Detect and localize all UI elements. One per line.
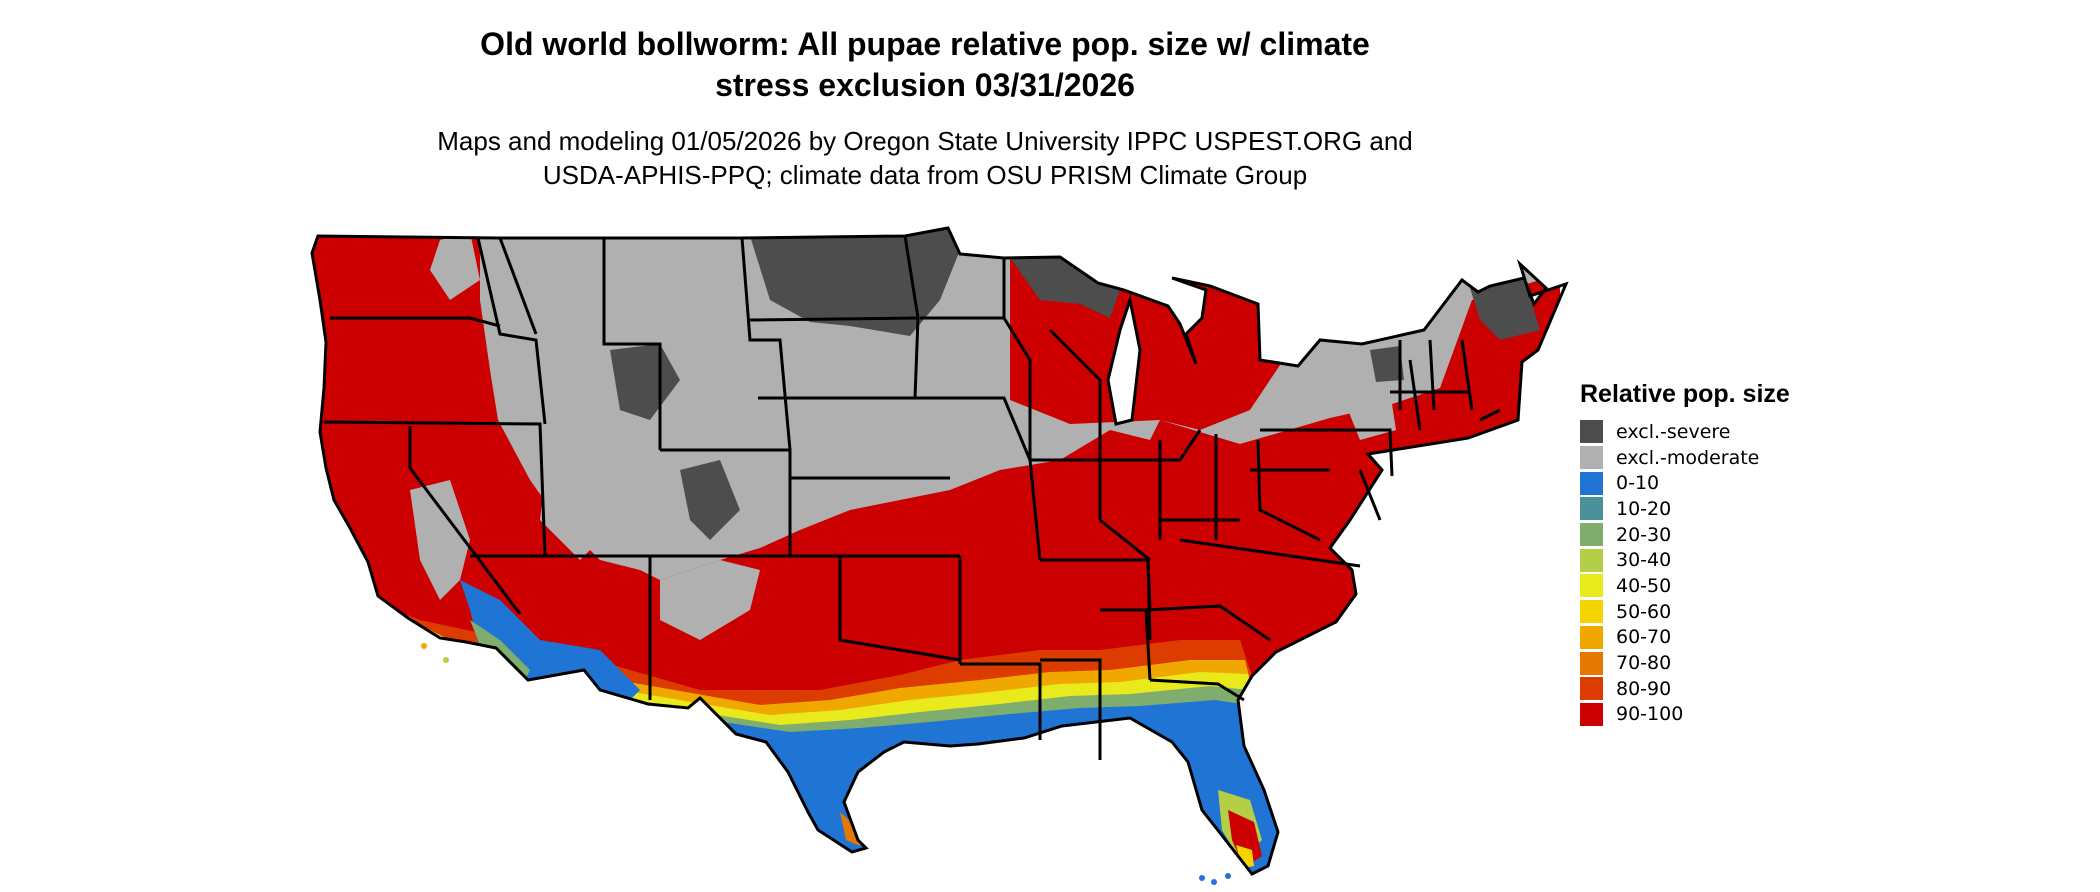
legend-swatch	[1580, 677, 1603, 701]
lake-michigan	[1106, 294, 1142, 426]
legend-items: excl.-severe excl.-moderate 0-10 10-20 20-30…	[1580, 419, 1790, 727]
legend-swatch	[1580, 548, 1603, 572]
legend-label: 60-70	[1616, 626, 1672, 649]
legend-swatch	[1580, 471, 1603, 495]
offshore-islands	[421, 643, 1231, 885]
legend-item: 70-80	[1580, 650, 1790, 676]
legend-swatch	[1580, 446, 1603, 470]
legend-label: 10-20	[1616, 497, 1672, 520]
map-title: Old world bollworm: All pupae relative p…	[300, 24, 1550, 106]
map-subtitle: Maps and modeling 01/05/2026 by Oregon S…	[300, 124, 1550, 192]
legend-item: 20-30	[1580, 522, 1790, 548]
legend-label: 40-50	[1616, 574, 1672, 597]
map-subtitle-line-1: Maps and modeling 01/05/2026 by Oregon S…	[437, 126, 1413, 156]
legend-item: 80-90	[1580, 676, 1790, 702]
legend-item: 60-70	[1580, 625, 1790, 651]
legend-label: 70-80	[1616, 652, 1672, 675]
legend-item: excl.-moderate	[1580, 445, 1790, 471]
legend-label: 90-100	[1616, 703, 1684, 726]
legend-swatch	[1580, 497, 1603, 521]
legend-swatch	[1580, 702, 1603, 726]
legend-label: 20-30	[1616, 523, 1672, 546]
legend-item: 30-40	[1580, 547, 1790, 573]
legend-item: 0-10	[1580, 470, 1790, 496]
legend-label: excl.-moderate	[1616, 446, 1760, 469]
legend-label: 50-60	[1616, 600, 1672, 623]
state-boundaries	[310, 226, 1569, 876]
legend-swatch	[1580, 574, 1603, 598]
legend-label: excl.-severe	[1616, 420, 1731, 443]
legend-swatch	[1580, 600, 1603, 624]
map-title-line-1: Old world bollworm: All pupae relative p…	[480, 26, 1370, 62]
legend: Relative pop. size excl.-severe excl.-mod…	[1580, 380, 1790, 727]
legend-swatch	[1580, 420, 1603, 444]
legend-label: 30-40	[1616, 549, 1672, 572]
legend-label: 80-90	[1616, 677, 1672, 700]
legend-label: 0-10	[1616, 472, 1660, 495]
legend-swatch	[1580, 651, 1603, 675]
legend-item: 90-100	[1580, 702, 1790, 728]
legend-item: excl.-severe	[1580, 419, 1790, 445]
legend-swatch	[1580, 625, 1603, 649]
legend-item: 40-50	[1580, 573, 1790, 599]
map-title-line-2: stress exclusion 03/31/2026	[715, 67, 1135, 103]
map-subtitle-line-2: USDA-APHIS-PPQ; climate data from OSU PR…	[542, 160, 1308, 190]
legend-swatch	[1580, 523, 1603, 547]
legend-item: 50-60	[1580, 599, 1790, 625]
legend-title: Relative pop. size	[1580, 380, 1790, 408]
legend-item: 10-20	[1580, 496, 1790, 522]
